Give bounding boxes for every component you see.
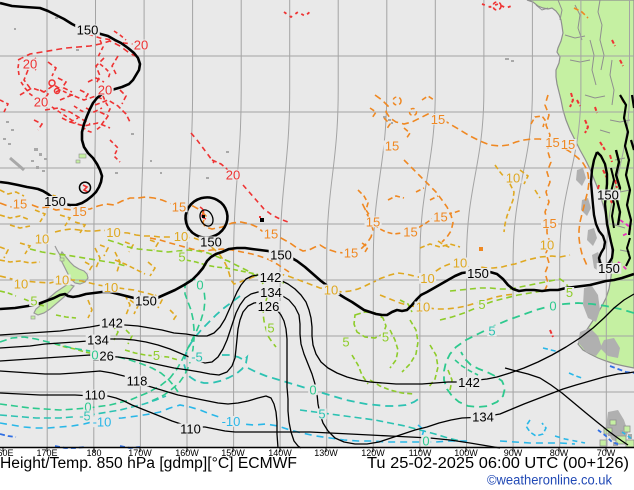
svg-text:10: 10 bbox=[416, 300, 430, 315]
svg-text:110: 110 bbox=[180, 422, 201, 437]
svg-text:5: 5 bbox=[342, 335, 349, 350]
svg-text:10: 10 bbox=[14, 277, 28, 292]
svg-text:160W: 160W bbox=[175, 448, 199, 458]
svg-text:-10: -10 bbox=[222, 414, 241, 429]
svg-text:5: 5 bbox=[318, 407, 325, 422]
svg-text:80W: 80W bbox=[550, 448, 569, 458]
svg-text:20: 20 bbox=[34, 95, 48, 110]
svg-text:100W: 100W bbox=[454, 448, 478, 458]
svg-text:15: 15 bbox=[366, 215, 380, 230]
svg-text:130W: 130W bbox=[314, 448, 338, 458]
svg-text:0: 0 bbox=[91, 348, 98, 363]
svg-text:15: 15 bbox=[403, 225, 417, 240]
svg-text:150: 150 bbox=[77, 23, 99, 38]
svg-text:15: 15 bbox=[542, 216, 556, 231]
svg-text:142: 142 bbox=[101, 316, 123, 331]
svg-text:10: 10 bbox=[55, 273, 69, 288]
svg-text:118: 118 bbox=[127, 374, 148, 389]
svg-text:10: 10 bbox=[540, 238, 554, 253]
svg-text:150: 150 bbox=[467, 266, 489, 281]
svg-text:15: 15 bbox=[433, 210, 447, 225]
svg-text:10: 10 bbox=[420, 271, 434, 286]
svg-text:180: 180 bbox=[86, 448, 101, 458]
svg-text:10: 10 bbox=[106, 225, 120, 240]
svg-text:10: 10 bbox=[324, 283, 338, 298]
svg-text:10: 10 bbox=[506, 171, 520, 186]
svg-text:15: 15 bbox=[385, 139, 399, 154]
svg-text:5: 5 bbox=[153, 348, 160, 363]
svg-text:150: 150 bbox=[44, 194, 66, 209]
svg-text:90W: 90W bbox=[504, 448, 523, 458]
svg-text:134: 134 bbox=[260, 285, 282, 300]
svg-text:15: 15 bbox=[72, 204, 86, 219]
svg-text:150: 150 bbox=[135, 294, 157, 309]
svg-text:Tu 25-02-2025 06:00 UTC (00+12: Tu 25-02-2025 06:00 UTC (00+126) bbox=[367, 455, 629, 472]
svg-text:10: 10 bbox=[104, 280, 118, 295]
svg-text:140W: 140W bbox=[268, 448, 292, 458]
svg-text:160E: 160E bbox=[0, 448, 14, 458]
svg-text:20: 20 bbox=[23, 57, 37, 72]
svg-text:0: 0 bbox=[549, 299, 556, 314]
svg-text:Height/Temp. 850 hPa [gdmp][°C: Height/Temp. 850 hPa [gdmp][°C] ECMWF bbox=[0, 455, 297, 472]
svg-text:170W: 170W bbox=[128, 448, 152, 458]
svg-text:15: 15 bbox=[264, 227, 278, 242]
svg-text:-5: -5 bbox=[191, 350, 203, 365]
svg-text:5: 5 bbox=[267, 321, 274, 336]
svg-text:150: 150 bbox=[270, 248, 292, 263]
svg-text:10: 10 bbox=[453, 256, 467, 271]
svg-text:110: 110 bbox=[85, 388, 106, 403]
svg-text:©weatheronline.co.uk: ©weatheronline.co.uk bbox=[487, 473, 612, 488]
svg-text:134: 134 bbox=[472, 410, 494, 425]
svg-text:120W: 120W bbox=[361, 448, 385, 458]
svg-text:150W: 150W bbox=[221, 448, 245, 458]
svg-text:170E: 170E bbox=[36, 448, 57, 458]
svg-text:5: 5 bbox=[30, 294, 37, 309]
svg-text:0: 0 bbox=[422, 434, 429, 449]
svg-text:5: 5 bbox=[488, 324, 495, 339]
svg-text:5: 5 bbox=[382, 330, 389, 345]
svg-text:-5: -5 bbox=[79, 409, 91, 424]
svg-text:5: 5 bbox=[478, 297, 485, 312]
svg-text:0: 0 bbox=[309, 383, 316, 398]
svg-text:10: 10 bbox=[174, 229, 188, 244]
svg-text:150: 150 bbox=[597, 188, 619, 203]
svg-text:15: 15 bbox=[545, 135, 559, 150]
svg-text:142: 142 bbox=[260, 270, 282, 285]
svg-text:126: 126 bbox=[258, 299, 280, 314]
svg-text:15: 15 bbox=[344, 246, 358, 261]
svg-text:5: 5 bbox=[566, 285, 573, 300]
svg-text:20: 20 bbox=[134, 38, 148, 53]
svg-text:70W: 70W bbox=[597, 448, 616, 458]
svg-text:15: 15 bbox=[431, 112, 445, 127]
svg-text:20: 20 bbox=[226, 168, 240, 183]
svg-text:20: 20 bbox=[98, 83, 112, 98]
svg-text:15: 15 bbox=[13, 197, 27, 212]
svg-text:150: 150 bbox=[200, 235, 222, 250]
svg-text:134: 134 bbox=[87, 333, 109, 348]
svg-text:150: 150 bbox=[598, 261, 620, 276]
svg-text:142: 142 bbox=[458, 375, 480, 390]
svg-text:110W: 110W bbox=[409, 448, 432, 458]
svg-text:0: 0 bbox=[196, 278, 203, 293]
svg-text:15: 15 bbox=[172, 200, 186, 215]
svg-text:-10: -10 bbox=[93, 415, 112, 430]
svg-text:15: 15 bbox=[561, 137, 575, 152]
svg-text:0: 0 bbox=[84, 400, 91, 415]
svg-text:10: 10 bbox=[35, 232, 49, 247]
svg-text:5: 5 bbox=[178, 250, 185, 265]
